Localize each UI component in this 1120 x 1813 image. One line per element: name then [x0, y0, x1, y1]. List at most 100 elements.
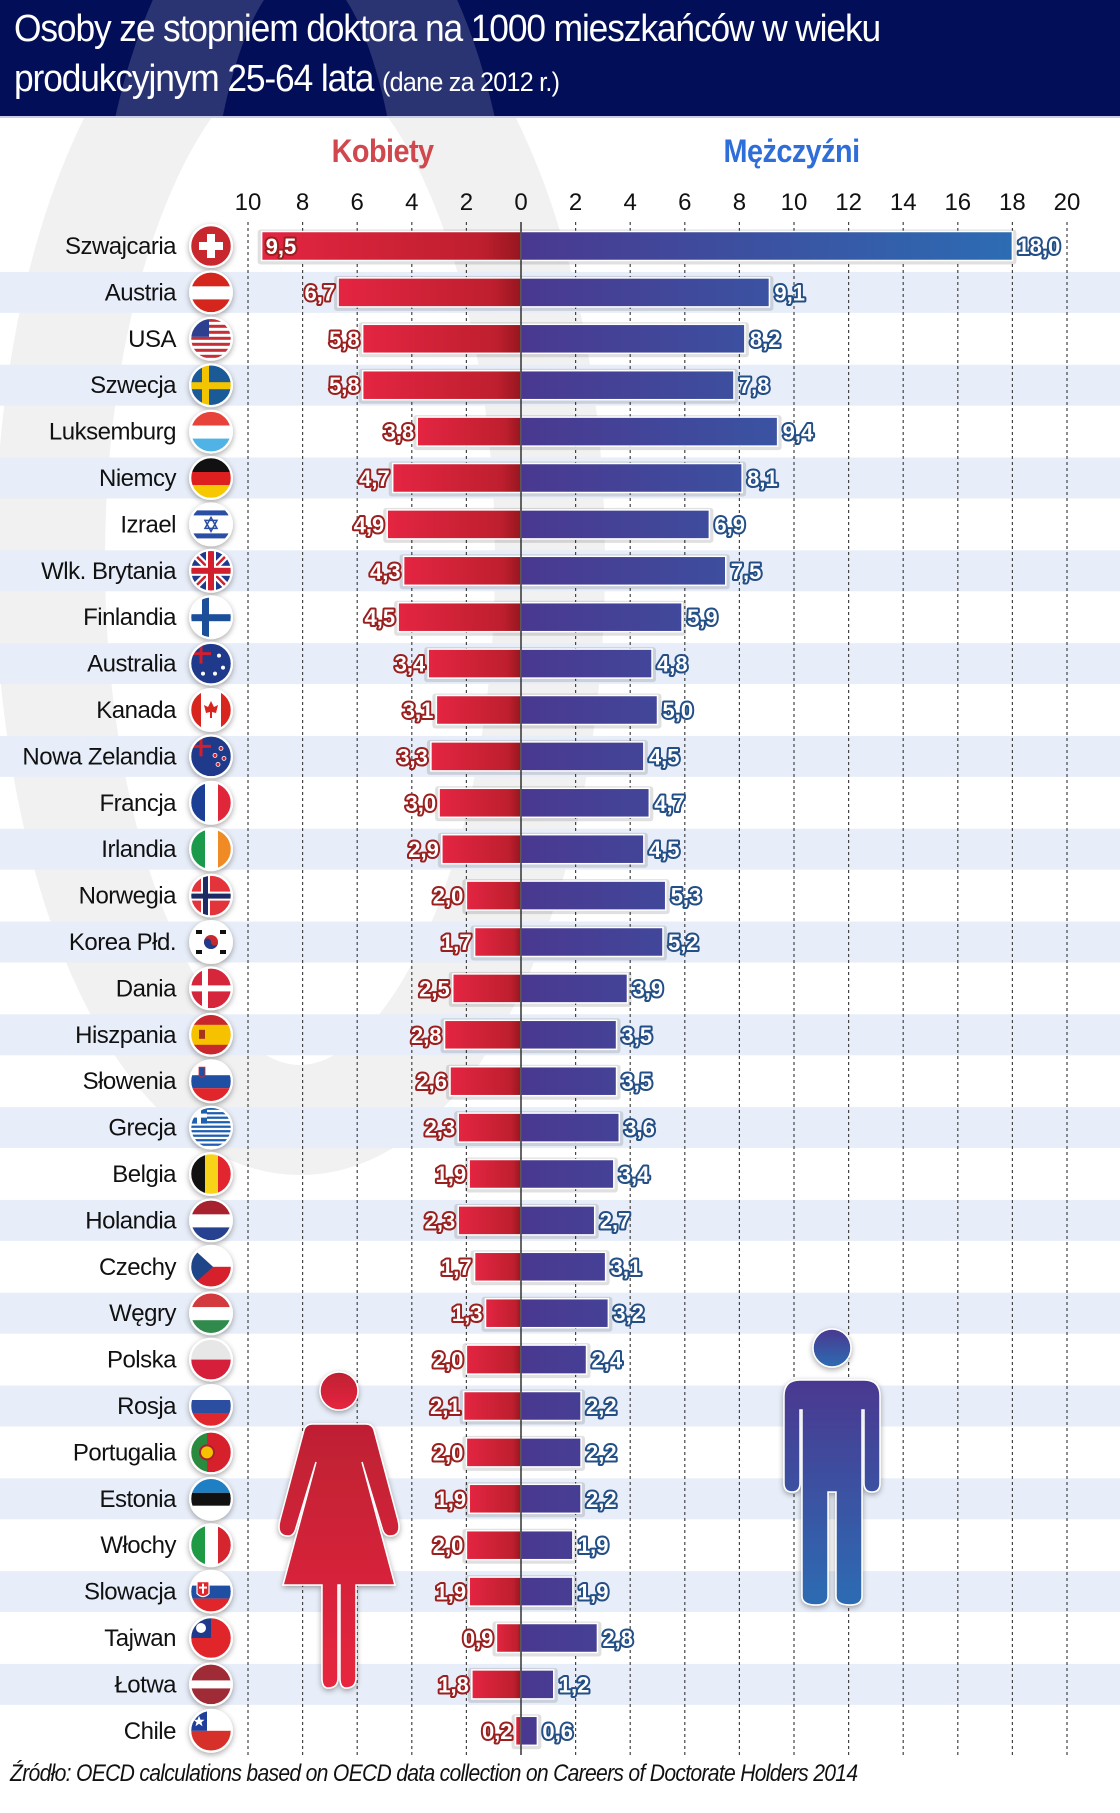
tick-label-left: 6 — [351, 189, 364, 216]
flag-face — [191, 1293, 231, 1334]
data-label-men: 3,5 — [622, 1023, 653, 1048]
flag-part — [191, 1121, 231, 1124]
flag-part — [191, 1386, 231, 1400]
country-label: Włochy — [100, 1532, 176, 1559]
bar-women — [441, 833, 522, 865]
header-banner: Osoby ze stopniem doktora na 1000 mieszk… — [0, 0, 1120, 118]
data-label-men: 2,2 — [586, 1394, 617, 1419]
bar-men — [520, 833, 645, 865]
data-label-men: 1,9 — [578, 1533, 609, 1558]
flag-it-icon — [189, 1523, 233, 1568]
flag-border — [189, 1245, 233, 1289]
flag-star — [221, 665, 225, 670]
data-label-men: 5,3 — [671, 884, 702, 909]
flag-part — [191, 1112, 231, 1115]
data-label-men: 2,2 — [586, 1487, 617, 1512]
flag-part — [191, 1139, 231, 1142]
flag-part — [191, 438, 231, 452]
flag-face — [191, 1061, 231, 1102]
flag-part — [191, 1680, 231, 1689]
flag-part — [199, 1029, 205, 1039]
flag-part — [191, 643, 211, 664]
flag-border — [189, 317, 233, 361]
data-label-women: 1,9 — [436, 1580, 467, 1605]
bar-men — [520, 648, 653, 679]
tick-label-right: 8 — [733, 189, 746, 216]
data-label-women: 2,0 — [433, 1533, 464, 1558]
flag-part — [191, 1320, 231, 1334]
bar-women — [452, 973, 522, 1004]
flag-border — [189, 456, 233, 500]
country-label: Łotwa — [114, 1671, 177, 1698]
flag-face — [191, 736, 231, 777]
flag-face — [191, 1154, 231, 1194]
flag-no-icon — [189, 873, 233, 918]
bar-women — [337, 277, 522, 308]
flag-face — [191, 1339, 231, 1380]
flag-face — [191, 226, 231, 266]
flag-part — [191, 1143, 231, 1146]
flag-il-icon — [189, 502, 233, 547]
bar-men — [520, 323, 746, 355]
flag-part — [191, 829, 205, 870]
bar-men — [520, 1158, 615, 1190]
flag-border — [189, 363, 233, 407]
bar-women — [435, 694, 522, 726]
flag-pt-icon — [189, 1430, 233, 1475]
flag-border — [189, 735, 233, 778]
flag-part — [196, 950, 202, 954]
data-label-women: 2,3 — [425, 1116, 456, 1141]
flag-part — [221, 690, 231, 730]
data-label-women: 2,0 — [433, 1348, 464, 1373]
data-label-men: 9,4 — [783, 420, 814, 445]
flag-face — [191, 1200, 231, 1241]
country-label: Estonia — [99, 1486, 177, 1513]
flag-part — [191, 324, 231, 328]
bar-women — [402, 555, 522, 587]
flag-part — [191, 1293, 231, 1308]
bar-women — [495, 1622, 522, 1654]
bar-women — [361, 369, 522, 401]
flag-part — [191, 1075, 231, 1089]
title-line-1: Osoby ze stopniem doktora na 1000 mieszk… — [14, 8, 881, 50]
flag-border — [189, 920, 233, 964]
bar-women — [473, 1251, 522, 1283]
row-stripe — [0, 1663, 1120, 1705]
flag-part — [191, 354, 231, 358]
data-label-women: 2,0 — [433, 884, 464, 909]
bar-women — [457, 1112, 522, 1143]
flag-face — [191, 411, 231, 452]
flag-part — [191, 1730, 231, 1751]
data-label-men: 8,2 — [750, 327, 781, 352]
flag-part — [191, 1525, 205, 1566]
country-label: Kanada — [96, 697, 177, 724]
flag-star — [217, 653, 221, 658]
bar-men — [520, 880, 667, 911]
flag-part — [191, 485, 231, 498]
flag-part — [191, 893, 231, 899]
bar-women — [465, 1437, 522, 1468]
flag-border — [189, 503, 233, 546]
flag-face — [191, 922, 231, 962]
bar-women — [473, 926, 522, 958]
flag-border — [189, 549, 233, 593]
data-label-women: 2,1 — [430, 1394, 461, 1419]
country-rows: Szwajcaria Austria USA Szwecja Luksemburg Nie… — [22, 224, 233, 1753]
flag-part — [191, 1413, 231, 1426]
bar-men — [520, 1576, 574, 1607]
data-label-women: 1,8 — [438, 1672, 469, 1697]
bar-men — [520, 1437, 582, 1468]
flag-border — [189, 1384, 233, 1428]
flag-part — [191, 510, 231, 516]
bar-men — [520, 1715, 539, 1747]
flag-part — [191, 1214, 231, 1228]
flag-border — [189, 1477, 233, 1521]
flag-part — [191, 567, 231, 574]
flag-face — [191, 690, 231, 730]
data-label-women: 2,6 — [416, 1069, 447, 1094]
flag-part — [191, 458, 231, 472]
flag-part — [191, 1125, 231, 1128]
flag-border — [189, 967, 233, 1010]
flag-part — [218, 829, 231, 870]
flag-sk-icon — [189, 1569, 233, 1614]
